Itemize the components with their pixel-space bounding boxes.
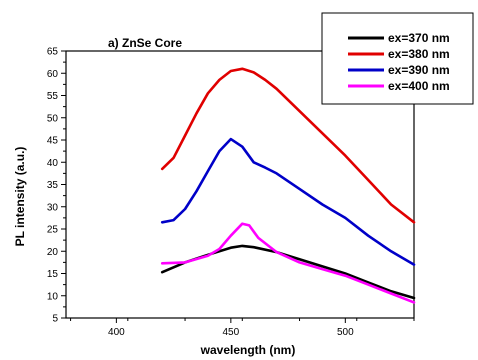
series-layer (160, 67, 416, 304)
y-tick-label: 40 (47, 158, 59, 169)
legend-box (321, 12, 474, 105)
x-axis-title: wavelength (nm) (200, 343, 296, 357)
y-tick-label: 65 (47, 47, 59, 58)
y-tick-label: 60 (47, 69, 59, 80)
y-tick-label: 10 (47, 291, 59, 302)
chart-title: a) ZnSe Core (108, 36, 182, 50)
y-tick-label: 45 (47, 136, 59, 147)
y-tick-label: 30 (47, 202, 59, 213)
y-tick-label: 55 (47, 91, 59, 102)
legend: ex=370 nm ex=380 nm ex=390 nm ex=400 nm (321, 12, 474, 105)
series-line-3 (160, 137, 416, 266)
y-tick-label: 20 (47, 247, 59, 258)
legend-label-2: ex=380 nm (388, 47, 450, 61)
y-tick-label: 50 (47, 113, 59, 124)
legend-label-4: ex=400 nm (388, 79, 450, 93)
x-tick-label: 500 (337, 327, 354, 338)
y-axis-title: PL intensity (a.u.) (13, 147, 27, 247)
y-tick-label: 25 (47, 225, 59, 236)
axes-layer: 5 10 15 20 25 30 35 40 45 50 55 60 65 400 450 500 (47, 47, 415, 338)
series-line-2 (160, 67, 416, 224)
x-tick-label: 450 (222, 327, 239, 338)
legend-label-1: ex=370 nm (388, 31, 450, 45)
y-tick-label: 15 (47, 269, 59, 280)
y-tick-label: 5 (52, 314, 58, 325)
series-line-4 (160, 222, 416, 304)
y-tick-label: 35 (47, 180, 59, 191)
x-tick-label: 400 (108, 327, 125, 338)
legend-label-3: ex=390 nm (388, 63, 450, 77)
series-line-1 (160, 244, 416, 300)
